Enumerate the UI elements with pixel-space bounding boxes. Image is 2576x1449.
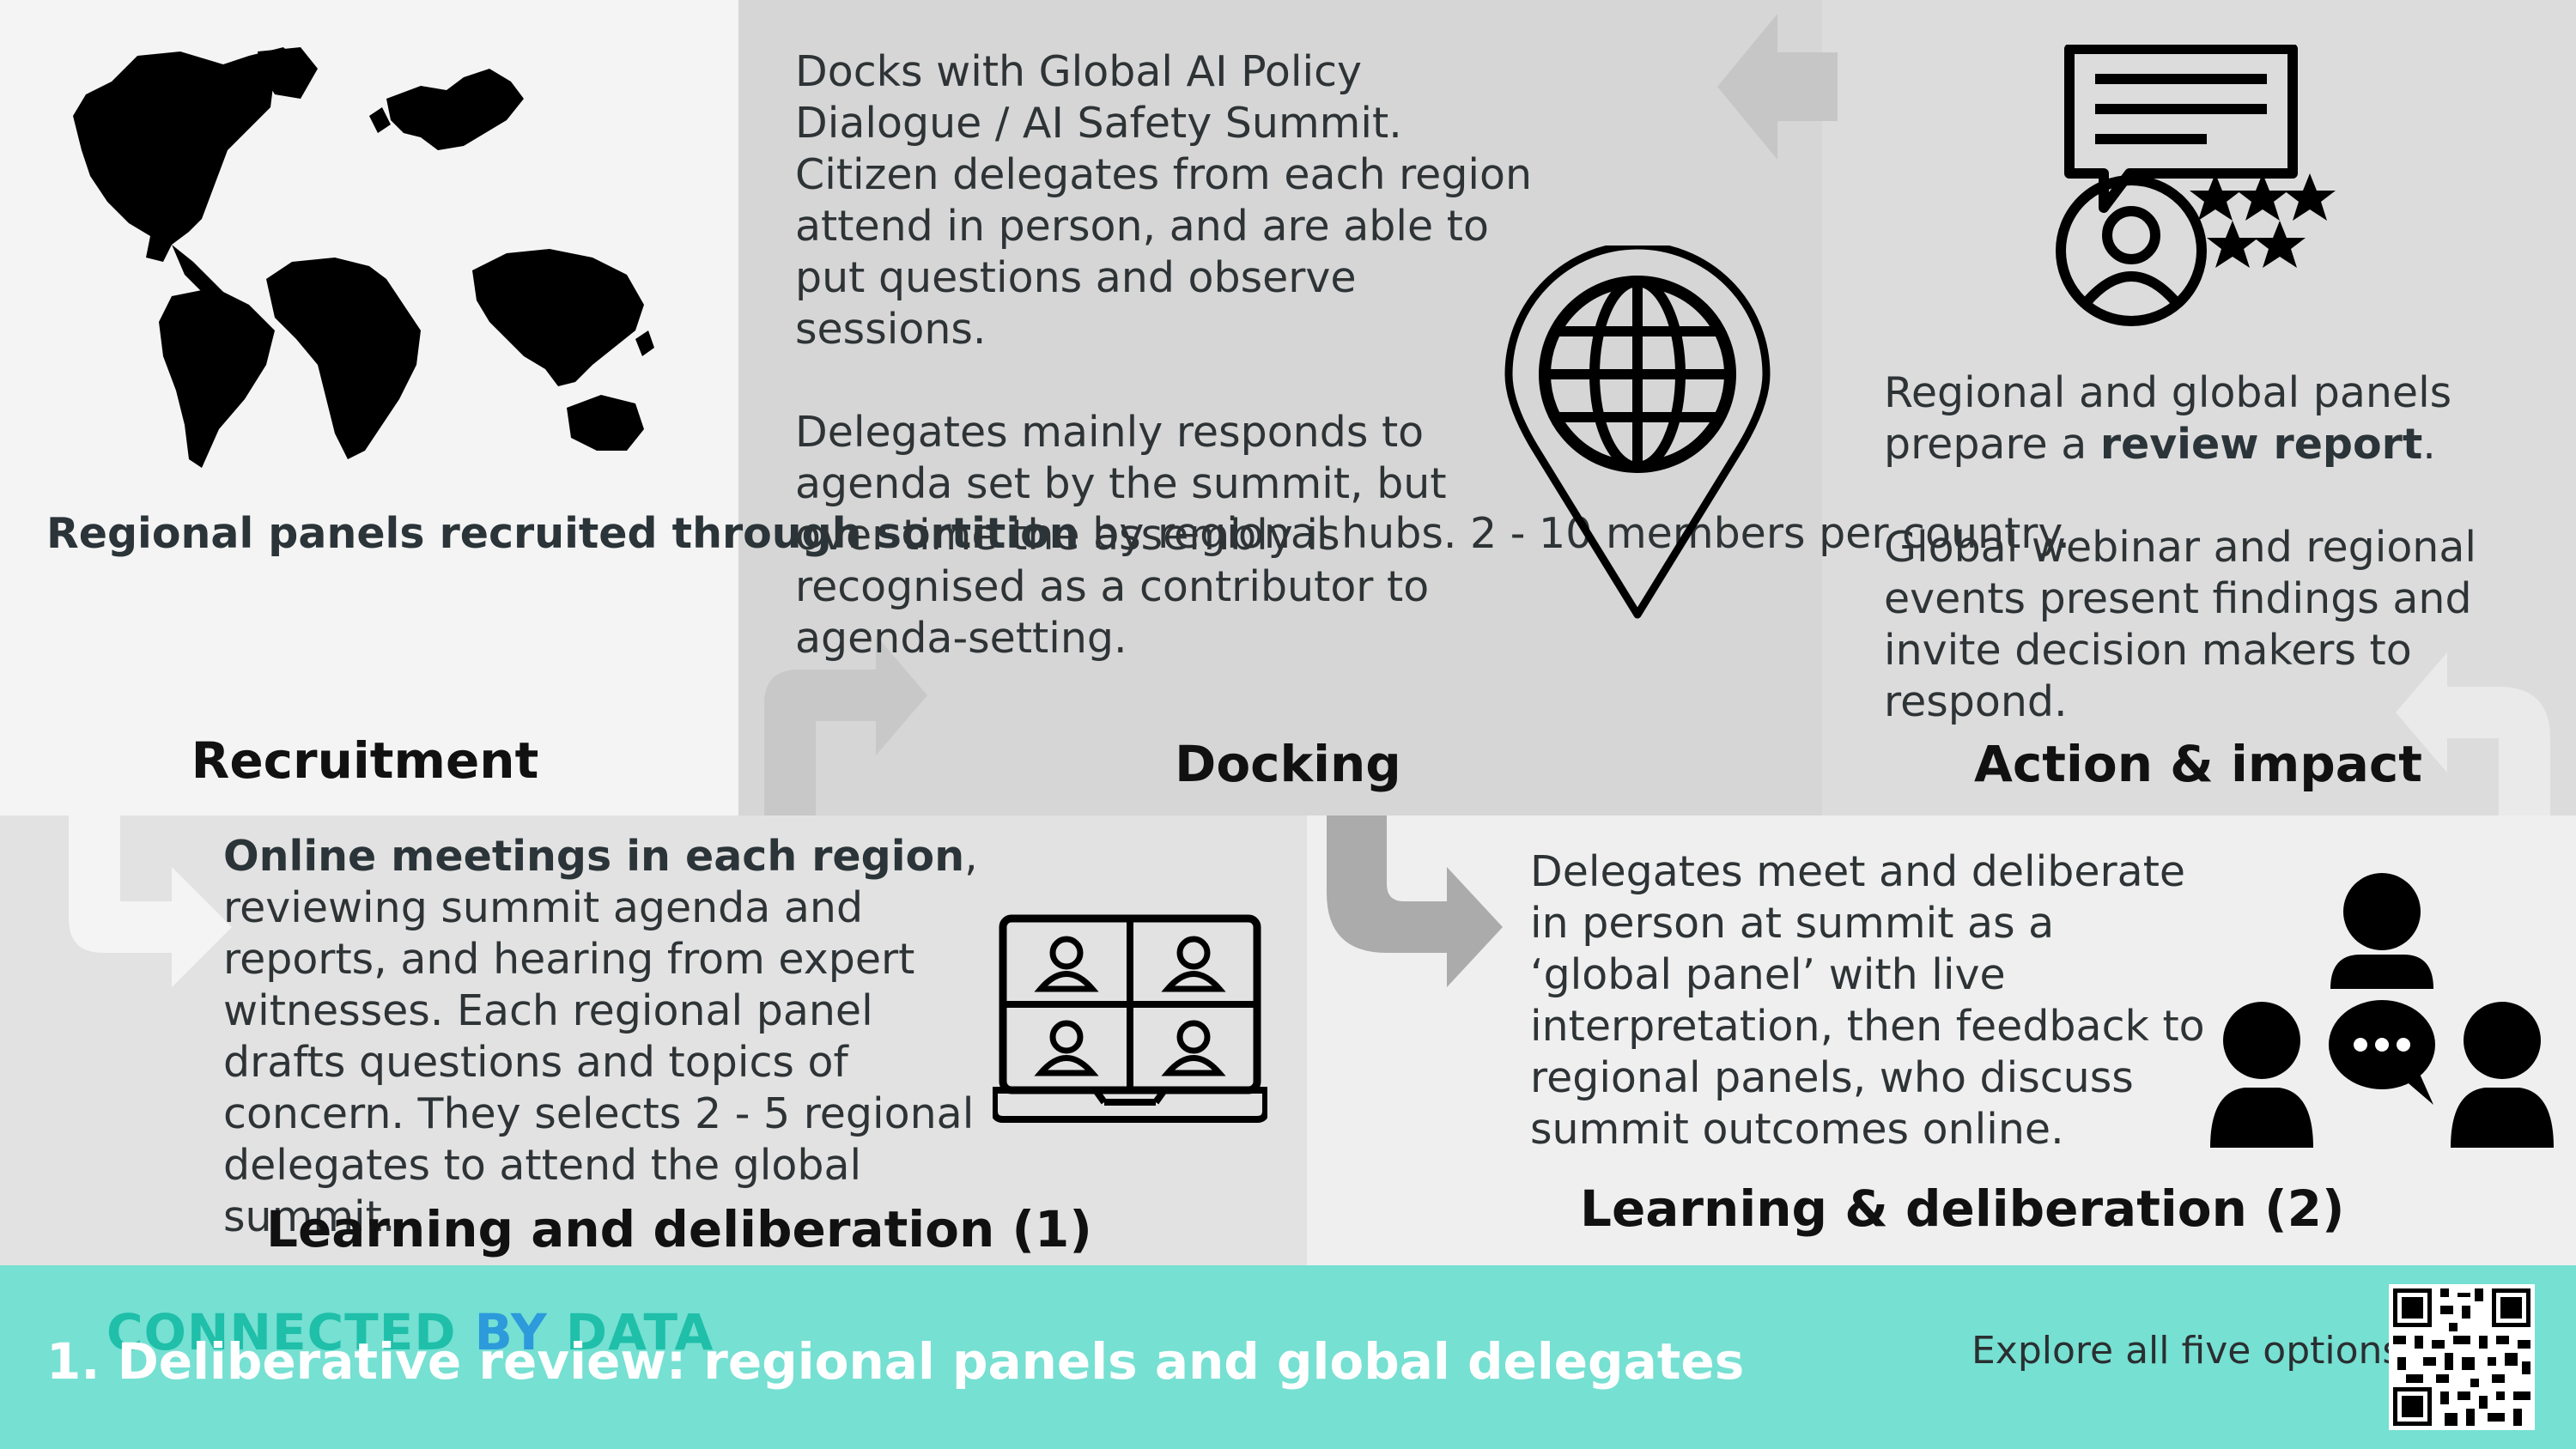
video-conference-icon — [993, 914, 1267, 1123]
recruitment-bold-text: Regional panels recruited through sortit… — [46, 509, 1079, 558]
brand-part-2: BY — [474, 1303, 548, 1361]
learning1-text: Online meetings in each region, reviewin… — [223, 831, 996, 1243]
action-impact-text: Regional and global panels prepare a rev… — [1884, 367, 2485, 728]
learning1-heading: Learning and deliberation (1) — [266, 1200, 1092, 1258]
action-impact-paragraph-2: Global webinar and regional events prese… — [1884, 523, 2476, 726]
group-discussion-icon — [2210, 873, 2554, 1148]
action-impact-paragraph-1: Regional and global panels prepare a rev… — [1884, 367, 2485, 470]
flow-arrow-up-left-icon — [2396, 652, 2550, 815]
page-title: 1. Deliberative review: regional panels … — [46, 1332, 1745, 1391]
action-impact-heading: Action & impact — [1973, 735, 2423, 793]
action-impact-p1-after: . — [2422, 420, 2436, 469]
docking-text: Docks with Global AI Policy Dialogue / A… — [795, 46, 1534, 664]
explore-label: Explore all five options: — [1971, 1329, 2415, 1373]
flow-arrow-down-right-2-icon — [1327, 815, 1503, 987]
flow-arrow-up-right-icon — [764, 635, 927, 815]
flow-arrow-down-right-icon — [69, 815, 232, 987]
review-feedback-icon — [2056, 45, 2336, 326]
brand-logo: CONNECTED BY DATA — [106, 1303, 714, 1361]
globe-location-pin-icon — [1504, 246, 1771, 619]
review-report-bold: review report — [2099, 420, 2423, 469]
brand-part-1: CONNECTED — [106, 1303, 457, 1361]
learning2-paragraph: Delegates meet and deliberate in person … — [1530, 847, 2205, 1154]
world-map-icon — [73, 47, 654, 468]
flow-arrow-top-left-icon — [1717, 14, 1838, 160]
brand-part-3: DATA — [565, 1303, 714, 1361]
footer-bar — [0, 1265, 2576, 1449]
docking-heading: Docking — [1175, 735, 1401, 793]
action-impact-p1-before: Regional and global panels prepare a — [1884, 368, 2452, 469]
learning1-bold-text: Online meetings in each region — [223, 832, 965, 881]
learning2-text: Delegates meet and deliberate in person … — [1530, 846, 2208, 1155]
docking-paragraph-1: Docks with Global AI Policy Dialogue / A… — [795, 47, 1533, 354]
learning1-text-rest: , reviewing summit agenda and reports, a… — [223, 832, 978, 1241]
recruitment-heading: Recruitment — [191, 731, 539, 790]
qr-code-icon[interactable] — [2389, 1284, 2535, 1430]
docking-paragraph-2: Delegates mainly responds to agenda set … — [795, 408, 1447, 663]
learning1-panel — [0, 815, 1307, 1270]
learning2-heading: Learning & deliberation (2) — [1580, 1179, 2345, 1238]
